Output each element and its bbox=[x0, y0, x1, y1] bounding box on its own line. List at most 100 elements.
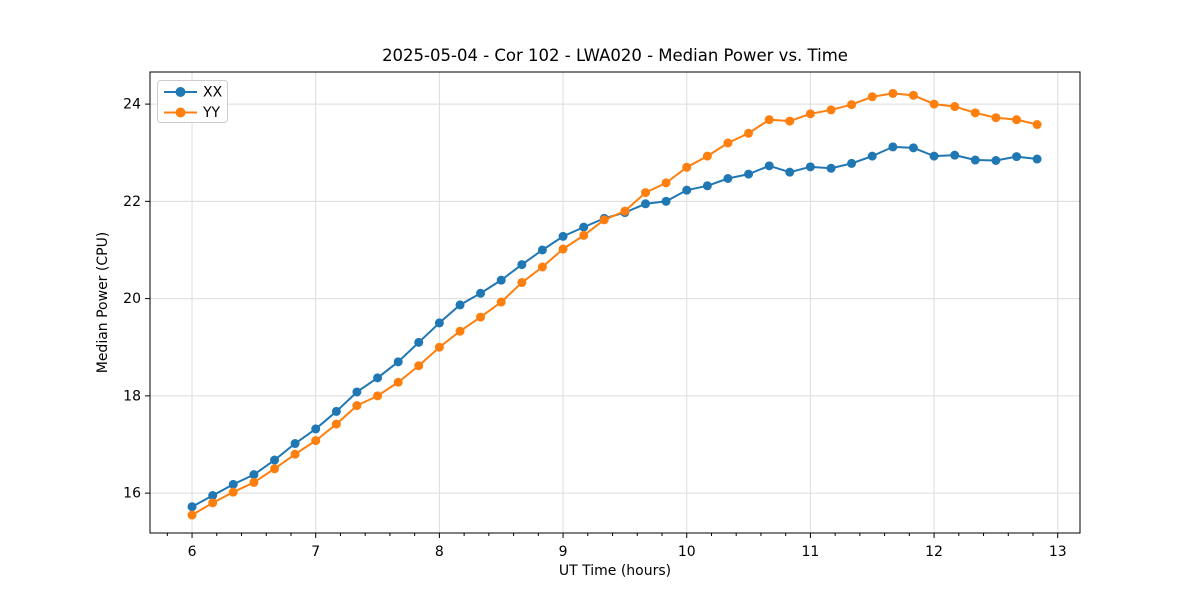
series-xx-point bbox=[805, 162, 815, 172]
axes-frame bbox=[149, 71, 1081, 534]
axis-ticks: 6 7 8 9 10 11 12 13 16 18 20 22 24 bbox=[123, 97, 1066, 560]
series-xx-point bbox=[434, 318, 444, 328]
legend-label-xx: XX bbox=[203, 85, 223, 101]
series-xx-point bbox=[331, 406, 341, 416]
series-yy-point bbox=[970, 108, 980, 118]
series-xx-point bbox=[991, 156, 1001, 166]
series-xx-point bbox=[393, 357, 403, 367]
series-yy-point bbox=[517, 278, 527, 288]
series-yy-point bbox=[311, 436, 321, 446]
series-xx-point bbox=[785, 167, 795, 177]
y-tick-label: 24 bbox=[123, 97, 141, 113]
x-tick-label: 10 bbox=[678, 544, 696, 560]
xx-series-marker-icon bbox=[175, 87, 186, 97]
series-yy-point bbox=[496, 297, 506, 307]
y-tick-label: 16 bbox=[123, 486, 141, 502]
series-xx-point bbox=[764, 161, 774, 171]
series-yy-point bbox=[888, 88, 898, 98]
series-xx-point bbox=[1012, 152, 1022, 162]
series-xx-point bbox=[311, 424, 321, 434]
series-yy-point bbox=[723, 138, 733, 148]
series-xx-point bbox=[1032, 154, 1042, 164]
series-yy-point bbox=[764, 115, 774, 125]
y-tick-label: 18 bbox=[123, 388, 141, 404]
x-tick-label: 6 bbox=[188, 544, 197, 560]
series-yy-point bbox=[1032, 120, 1042, 130]
x-tick-label: 8 bbox=[435, 544, 444, 560]
series-xx-point bbox=[682, 185, 692, 195]
series-xx-point bbox=[702, 181, 712, 191]
grid bbox=[150, 72, 1080, 533]
series-yy-point bbox=[867, 92, 877, 102]
series-xx-point bbox=[249, 470, 259, 480]
x-tick-label: 11 bbox=[801, 544, 819, 560]
series-xx-point bbox=[290, 439, 300, 449]
series-yy-point bbox=[187, 510, 197, 520]
series-xx-point bbox=[352, 387, 362, 397]
series-xx-point bbox=[228, 479, 238, 489]
series-xx-point bbox=[970, 155, 980, 165]
series-xx-point bbox=[537, 245, 547, 255]
y-axis-label: Median Power (CPU) bbox=[95, 232, 111, 374]
series-yy-point bbox=[620, 206, 630, 216]
series-xx-point bbox=[373, 373, 383, 383]
series-yy-point bbox=[908, 90, 918, 100]
series-yy-point bbox=[702, 151, 712, 161]
series-xx-point bbox=[847, 158, 857, 168]
series-xx-point bbox=[517, 260, 527, 270]
series-xx-point bbox=[888, 142, 898, 152]
series-yy-point bbox=[414, 361, 424, 371]
series-xx-point bbox=[744, 169, 754, 179]
chart-title: 2025-05-04 - Cor 102 - LWA020 - Median P… bbox=[382, 46, 848, 65]
series-yy-point bbox=[373, 391, 383, 401]
x-tick-label: 12 bbox=[925, 544, 943, 560]
y-tick-label: 20 bbox=[123, 291, 141, 307]
series-yy-point bbox=[805, 109, 815, 119]
series-yy-point bbox=[991, 113, 1001, 123]
series-xx-point bbox=[414, 337, 424, 347]
series-xx-point bbox=[496, 275, 506, 285]
series-xx-point bbox=[826, 163, 836, 173]
legend: XX YY bbox=[157, 80, 228, 123]
series-yy-point bbox=[331, 419, 341, 429]
series-xx-point bbox=[476, 288, 486, 298]
series-yy-point bbox=[826, 105, 836, 115]
series-yy-point bbox=[744, 128, 754, 138]
series-yy-point bbox=[599, 215, 609, 225]
series-xx-point bbox=[208, 491, 218, 501]
series-xx-point bbox=[723, 173, 733, 183]
series-xx-point bbox=[641, 199, 651, 209]
series-yy-point bbox=[476, 312, 486, 322]
legend-label-yy: YY bbox=[202, 105, 221, 121]
series-yy-point bbox=[1012, 115, 1022, 125]
series-xx-point bbox=[579, 222, 589, 232]
series-lines bbox=[187, 88, 1042, 520]
yy-series-marker-icon bbox=[175, 107, 186, 118]
series-yy bbox=[187, 88, 1042, 520]
series-yy-point bbox=[579, 230, 589, 240]
series-yy-point bbox=[682, 162, 692, 172]
series-xx-point bbox=[187, 502, 197, 512]
series-yy-point bbox=[847, 100, 857, 110]
series-yy-point bbox=[352, 401, 362, 411]
series-xx-point bbox=[270, 455, 280, 465]
x-axis-label: UT Time (hours) bbox=[559, 563, 671, 579]
x-tick-label: 7 bbox=[311, 544, 320, 560]
series-yy-line bbox=[191, 92, 1039, 517]
series-yy-point bbox=[434, 342, 444, 352]
series-yy-point bbox=[950, 102, 960, 112]
series-yy-point bbox=[290, 449, 300, 459]
x-tick-label: 13 bbox=[1049, 544, 1067, 560]
series-xx-point bbox=[950, 150, 960, 160]
series-yy-point bbox=[455, 326, 465, 336]
series-yy-point bbox=[641, 188, 651, 198]
series-yy-point bbox=[785, 116, 795, 126]
series-yy-point bbox=[393, 377, 403, 387]
series-yy-point bbox=[537, 262, 547, 272]
y-tick-label: 22 bbox=[123, 194, 141, 210]
series-xx-point bbox=[929, 151, 939, 161]
series-yy-point bbox=[228, 487, 238, 497]
series-yy-point bbox=[270, 464, 280, 474]
